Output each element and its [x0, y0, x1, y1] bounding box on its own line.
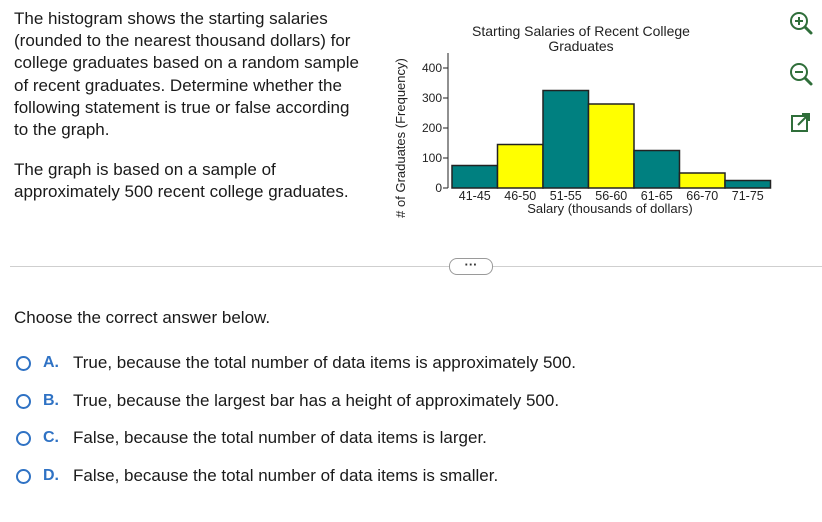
option-letter: B.	[43, 391, 59, 409]
more-button[interactable]: ···	[449, 258, 493, 275]
option-c[interactable]: C. False, because the total number of da…	[16, 427, 576, 465]
histogram-bar	[496, 143, 544, 189]
option-letter: D.	[43, 466, 59, 484]
radio-button[interactable]	[16, 431, 31, 446]
histogram-bar	[678, 172, 726, 189]
x-tick-label: 41-45	[459, 189, 491, 203]
option-letter: A.	[43, 354, 59, 371]
answer-prompt: Choose the correct answer below.	[14, 308, 271, 327]
question-paragraph-2: The graph is based on a sample of approx…	[14, 160, 349, 202]
y-axis-label: # of Graduates (Frequency)	[393, 58, 408, 218]
option-d[interactable]: D. False, because the total number of da…	[16, 465, 576, 503]
chart-title-line-1: Starting Salaries of Recent College	[472, 23, 690, 39]
y-tick-label: 0	[435, 181, 442, 195]
y-tick-label: 100	[422, 151, 442, 165]
x-tick-label: 46-50	[504, 189, 536, 203]
x-tick-label: 51-55	[550, 189, 582, 203]
question-paragraph-1: The histogram shows the starting salarie…	[14, 9, 359, 140]
popout-icon[interactable]	[788, 110, 814, 136]
histogram-bar	[724, 179, 772, 189]
radio-button[interactable]	[16, 468, 31, 484]
histogram-bar	[542, 89, 590, 189]
chart-title-line-2: Graduates	[548, 38, 613, 54]
x-tick-label: 56-60	[595, 189, 627, 203]
y-tick-label: 200	[422, 121, 442, 135]
x-axis-label: Salary (thousands of dollars)	[527, 201, 692, 216]
answer-options: A. True, because the total number of dat…	[16, 352, 576, 502]
section-divider	[10, 266, 822, 267]
zoom-in-icon[interactable]	[788, 10, 814, 36]
x-tick-label: 66-70	[686, 189, 718, 203]
radio-button[interactable]	[16, 356, 31, 371]
option-b[interactable]: B. True, because the largest bar has a h…	[16, 390, 576, 428]
histogram-bar	[633, 149, 681, 189]
question-text: The histogram shows the starting salarie…	[14, 8, 364, 222]
histogram-bar	[451, 164, 499, 189]
radio-button[interactable]	[16, 393, 31, 409]
y-tick-label: 400	[422, 61, 442, 75]
option-text: True, because the largest bar has a heig…	[73, 390, 560, 410]
option-text: True, because the total number of data i…	[73, 353, 577, 372]
x-tick-label: 71-75	[732, 189, 764, 203]
option-text: False, because the total number of data …	[73, 465, 499, 485]
histogram-bar	[587, 103, 635, 189]
option-letter: C.	[43, 429, 59, 446]
option-text: False, because the total number of data …	[73, 428, 487, 447]
zoom-out-icon[interactable]	[788, 61, 814, 87]
histogram-chart: Starting Salaries of Recent College Grad…	[393, 23, 772, 218]
option-a[interactable]: A. True, because the total number of dat…	[16, 352, 576, 390]
y-tick-label: 300	[422, 91, 442, 105]
x-tick-label: 61-65	[641, 189, 673, 203]
